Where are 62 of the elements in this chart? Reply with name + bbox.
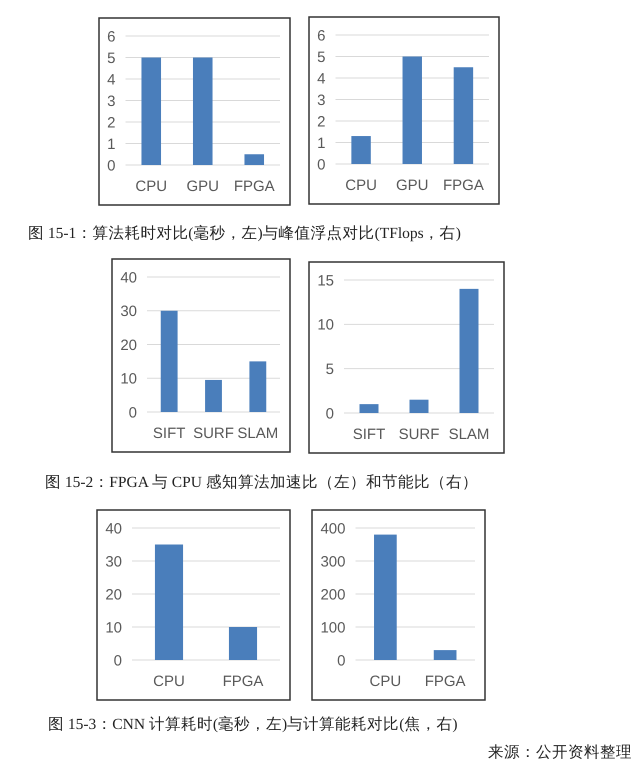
y-tick-label: 40 bbox=[120, 269, 137, 286]
caption: 图 15-2：FPGA 与 CPU 感知算法加速比（左）和节能比（右） bbox=[45, 473, 478, 491]
y-tick-label: 3 bbox=[107, 92, 116, 110]
y-tick-label: 6 bbox=[107, 28, 116, 46]
bar bbox=[454, 67, 474, 164]
x-tick-label: GPU bbox=[396, 177, 429, 194]
x-tick-label: SIFT bbox=[352, 426, 386, 443]
y-tick-label: 1 bbox=[317, 134, 326, 152]
y-tick-label: 15 bbox=[317, 272, 334, 290]
x-tick-label: CPU bbox=[370, 673, 402, 690]
x-tick-label: FPGA bbox=[442, 177, 484, 194]
x-tick-label: SURF bbox=[193, 425, 234, 442]
y-tick-label: 10 bbox=[317, 316, 334, 334]
y-tick-label: 3 bbox=[317, 92, 326, 109]
y-tick-label: 20 bbox=[105, 586, 122, 604]
bar bbox=[460, 288, 478, 413]
bar bbox=[160, 310, 178, 412]
x-tick-label: FPGA bbox=[222, 673, 264, 690]
y-tick-label: 300 bbox=[320, 553, 346, 570]
x-tick-label: CPU bbox=[345, 177, 377, 194]
y-tick-label: 30 bbox=[105, 553, 122, 570]
y-tick-label: 0 bbox=[317, 156, 326, 174]
y-tick-label: 200 bbox=[320, 586, 346, 604]
x-tick-label: FPGA bbox=[424, 673, 466, 690]
y-tick-label: 40 bbox=[105, 520, 122, 538]
y-tick-label: 5 bbox=[326, 360, 334, 378]
x-tick-label: SIFT bbox=[152, 425, 186, 442]
y-tick-label: 4 bbox=[317, 70, 326, 88]
y-tick-label: 10 bbox=[105, 619, 122, 636]
y-tick-label: 5 bbox=[317, 48, 326, 66]
y-tick-label: 4 bbox=[107, 71, 116, 88]
y-tick-label: 10 bbox=[120, 370, 137, 388]
x-tick-label: GPU bbox=[186, 178, 220, 195]
y-tick-label: 20 bbox=[120, 336, 137, 354]
y-tick-label: 6 bbox=[317, 27, 326, 44]
y-tick-label: 2 bbox=[317, 113, 326, 130]
y-tick-label: 30 bbox=[120, 303, 137, 320]
caption: 图 15-1：算法耗时对比(毫秒，左)与峰值浮点对比(TFlops，右) bbox=[28, 224, 461, 242]
y-tick-label: 0 bbox=[337, 652, 346, 670]
bar bbox=[249, 361, 266, 412]
y-tick-label: 5 bbox=[107, 50, 116, 67]
x-tick-label: SLAM bbox=[237, 425, 278, 442]
x-tick-label: SURF bbox=[398, 426, 440, 443]
x-tick-label: FPGA bbox=[234, 178, 275, 195]
y-tick-label: 0 bbox=[326, 405, 334, 422]
caption: 图 15-3：CNN 计算耗时(毫秒，左)与计算能耗对比(焦，右) bbox=[48, 715, 458, 733]
x-tick-label: CPU bbox=[135, 178, 168, 195]
y-tick-label: 100 bbox=[320, 619, 346, 636]
y-tick-label: 0 bbox=[114, 652, 122, 670]
source-note: 来源：公开资料整理 bbox=[488, 743, 632, 761]
y-tick-label: 1 bbox=[107, 136, 116, 153]
y-tick-label: 0 bbox=[128, 404, 137, 422]
x-tick-label: CPU bbox=[153, 673, 185, 690]
bar bbox=[205, 380, 222, 412]
y-tick-label: 400 bbox=[320, 520, 346, 538]
bar bbox=[410, 400, 428, 413]
bar bbox=[360, 404, 378, 413]
y-tick-label: 0 bbox=[107, 157, 116, 174]
x-tick-label: SLAM bbox=[448, 426, 490, 443]
y-tick-label: 2 bbox=[107, 114, 116, 132]
bar bbox=[402, 56, 422, 164]
bar bbox=[351, 136, 371, 164]
